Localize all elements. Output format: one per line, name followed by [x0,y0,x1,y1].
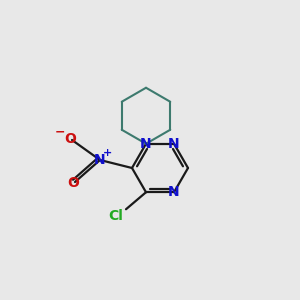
Text: N: N [94,153,106,167]
Text: O: O [67,176,79,190]
Text: Cl: Cl [109,209,123,223]
Text: O: O [64,132,76,146]
Text: +: + [102,148,112,158]
Text: N: N [168,185,180,199]
Text: N: N [140,137,152,151]
Text: N: N [168,137,180,151]
Text: −: − [55,125,65,139]
